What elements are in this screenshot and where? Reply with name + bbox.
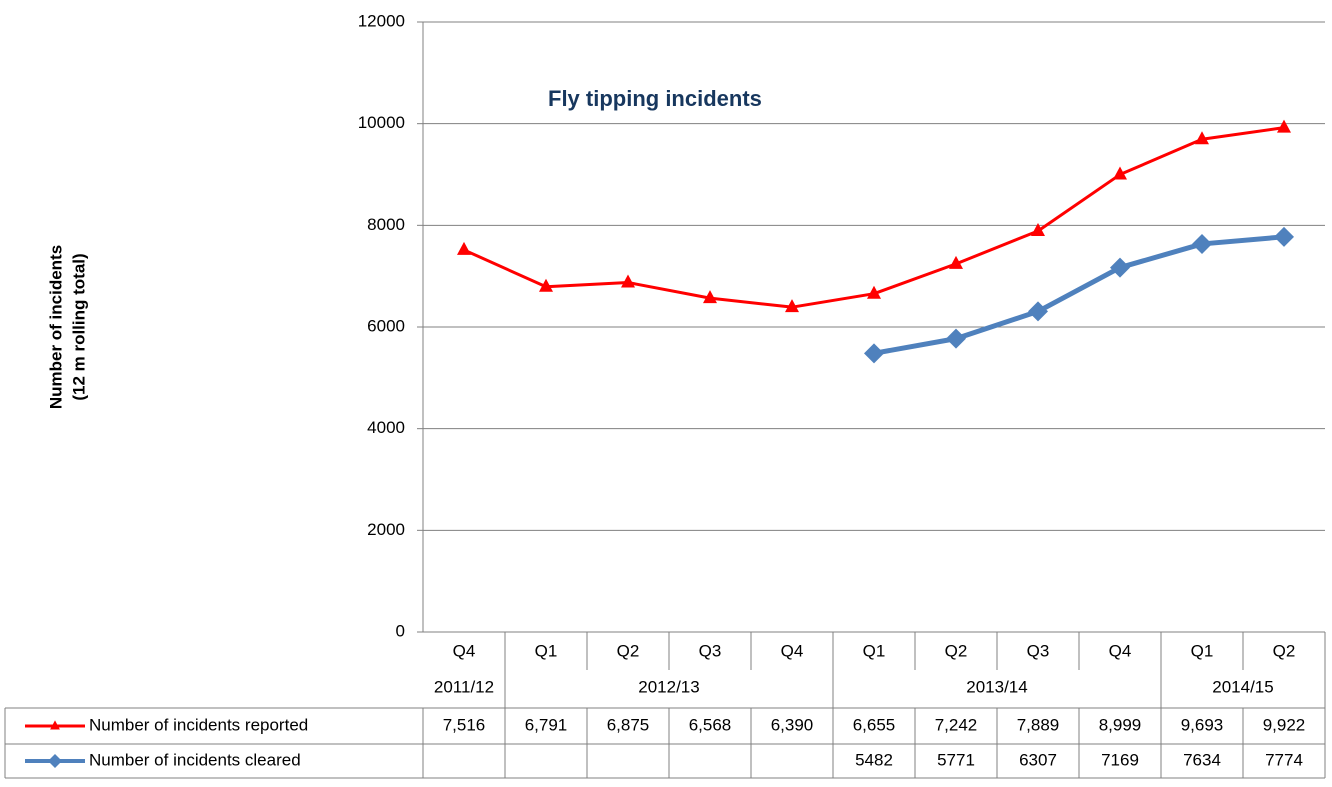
marker (457, 241, 471, 255)
table-value: 6,875 (607, 715, 650, 734)
marker (1031, 222, 1045, 236)
table-value: 7,889 (1017, 715, 1060, 734)
marker (785, 299, 799, 313)
table-value: 6,390 (771, 715, 814, 734)
y-tick-label: 4000 (367, 418, 405, 437)
x-tick-label: Q2 (617, 641, 640, 660)
table-value: 5771 (937, 750, 975, 769)
table-value: 8,999 (1099, 715, 1142, 734)
y-tick-label: 8000 (367, 215, 405, 234)
marker (703, 290, 717, 304)
legend-marker (48, 754, 62, 768)
marker (867, 285, 881, 299)
marker (946, 328, 966, 349)
marker (1274, 226, 1294, 247)
x-tick-label: Q1 (863, 641, 886, 660)
table-value: 7,242 (935, 715, 978, 734)
x-tick-label: Q2 (945, 641, 968, 660)
y-tick-label: 12000 (358, 11, 405, 30)
marker (1277, 119, 1291, 133)
table-value: 7634 (1183, 750, 1221, 769)
y-tick-label: 0 (396, 621, 405, 640)
group-label: 2012/13 (638, 677, 699, 696)
legend-marker (50, 720, 60, 730)
marker (949, 255, 963, 269)
marker (1192, 233, 1212, 254)
legend-label: Number of incidents reported (89, 715, 308, 734)
table-value: 6,655 (853, 715, 896, 734)
x-tick-label: Q4 (781, 641, 804, 660)
group-label: 2013/14 (966, 677, 1027, 696)
group-label: 2014/15 (1212, 677, 1273, 696)
table-value: 6,568 (689, 715, 732, 734)
x-tick-label: Q4 (453, 641, 476, 660)
table-value: 7,516 (443, 715, 486, 734)
marker (621, 274, 635, 288)
x-tick-label: Q3 (699, 641, 722, 660)
y-axis-label: (12 m rolling total) (69, 253, 88, 400)
series-line (873, 234, 1285, 356)
y-tick-label: 10000 (358, 113, 405, 132)
y-axis-label: Number of incidents (46, 245, 65, 409)
legend-label: Number of incidents cleared (89, 750, 301, 769)
x-tick-label: Q1 (1191, 641, 1214, 660)
marker (1113, 166, 1127, 180)
group-label: 2011/12 (434, 677, 494, 696)
table-value: 7774 (1265, 750, 1303, 769)
x-tick-label: Q3 (1027, 641, 1050, 660)
table-value: 9,693 (1181, 715, 1224, 734)
marker (864, 343, 884, 364)
series-line (463, 126, 1285, 309)
marker (1195, 131, 1209, 145)
y-tick-label: 6000 (367, 316, 405, 335)
x-tick-label: Q1 (535, 641, 558, 660)
x-tick-label: Q4 (1109, 641, 1132, 660)
marker (1028, 301, 1048, 322)
table-value: 7169 (1101, 750, 1139, 769)
table-value: 5482 (855, 750, 893, 769)
table-value: 6307 (1019, 750, 1057, 769)
chart-title: Fly tipping incidents (548, 86, 762, 111)
marker (539, 278, 553, 292)
table-value: 9,922 (1263, 715, 1306, 734)
y-tick-label: 2000 (367, 520, 405, 539)
table-value: 6,791 (525, 715, 568, 734)
x-tick-label: Q2 (1273, 641, 1296, 660)
marker (1110, 257, 1130, 278)
